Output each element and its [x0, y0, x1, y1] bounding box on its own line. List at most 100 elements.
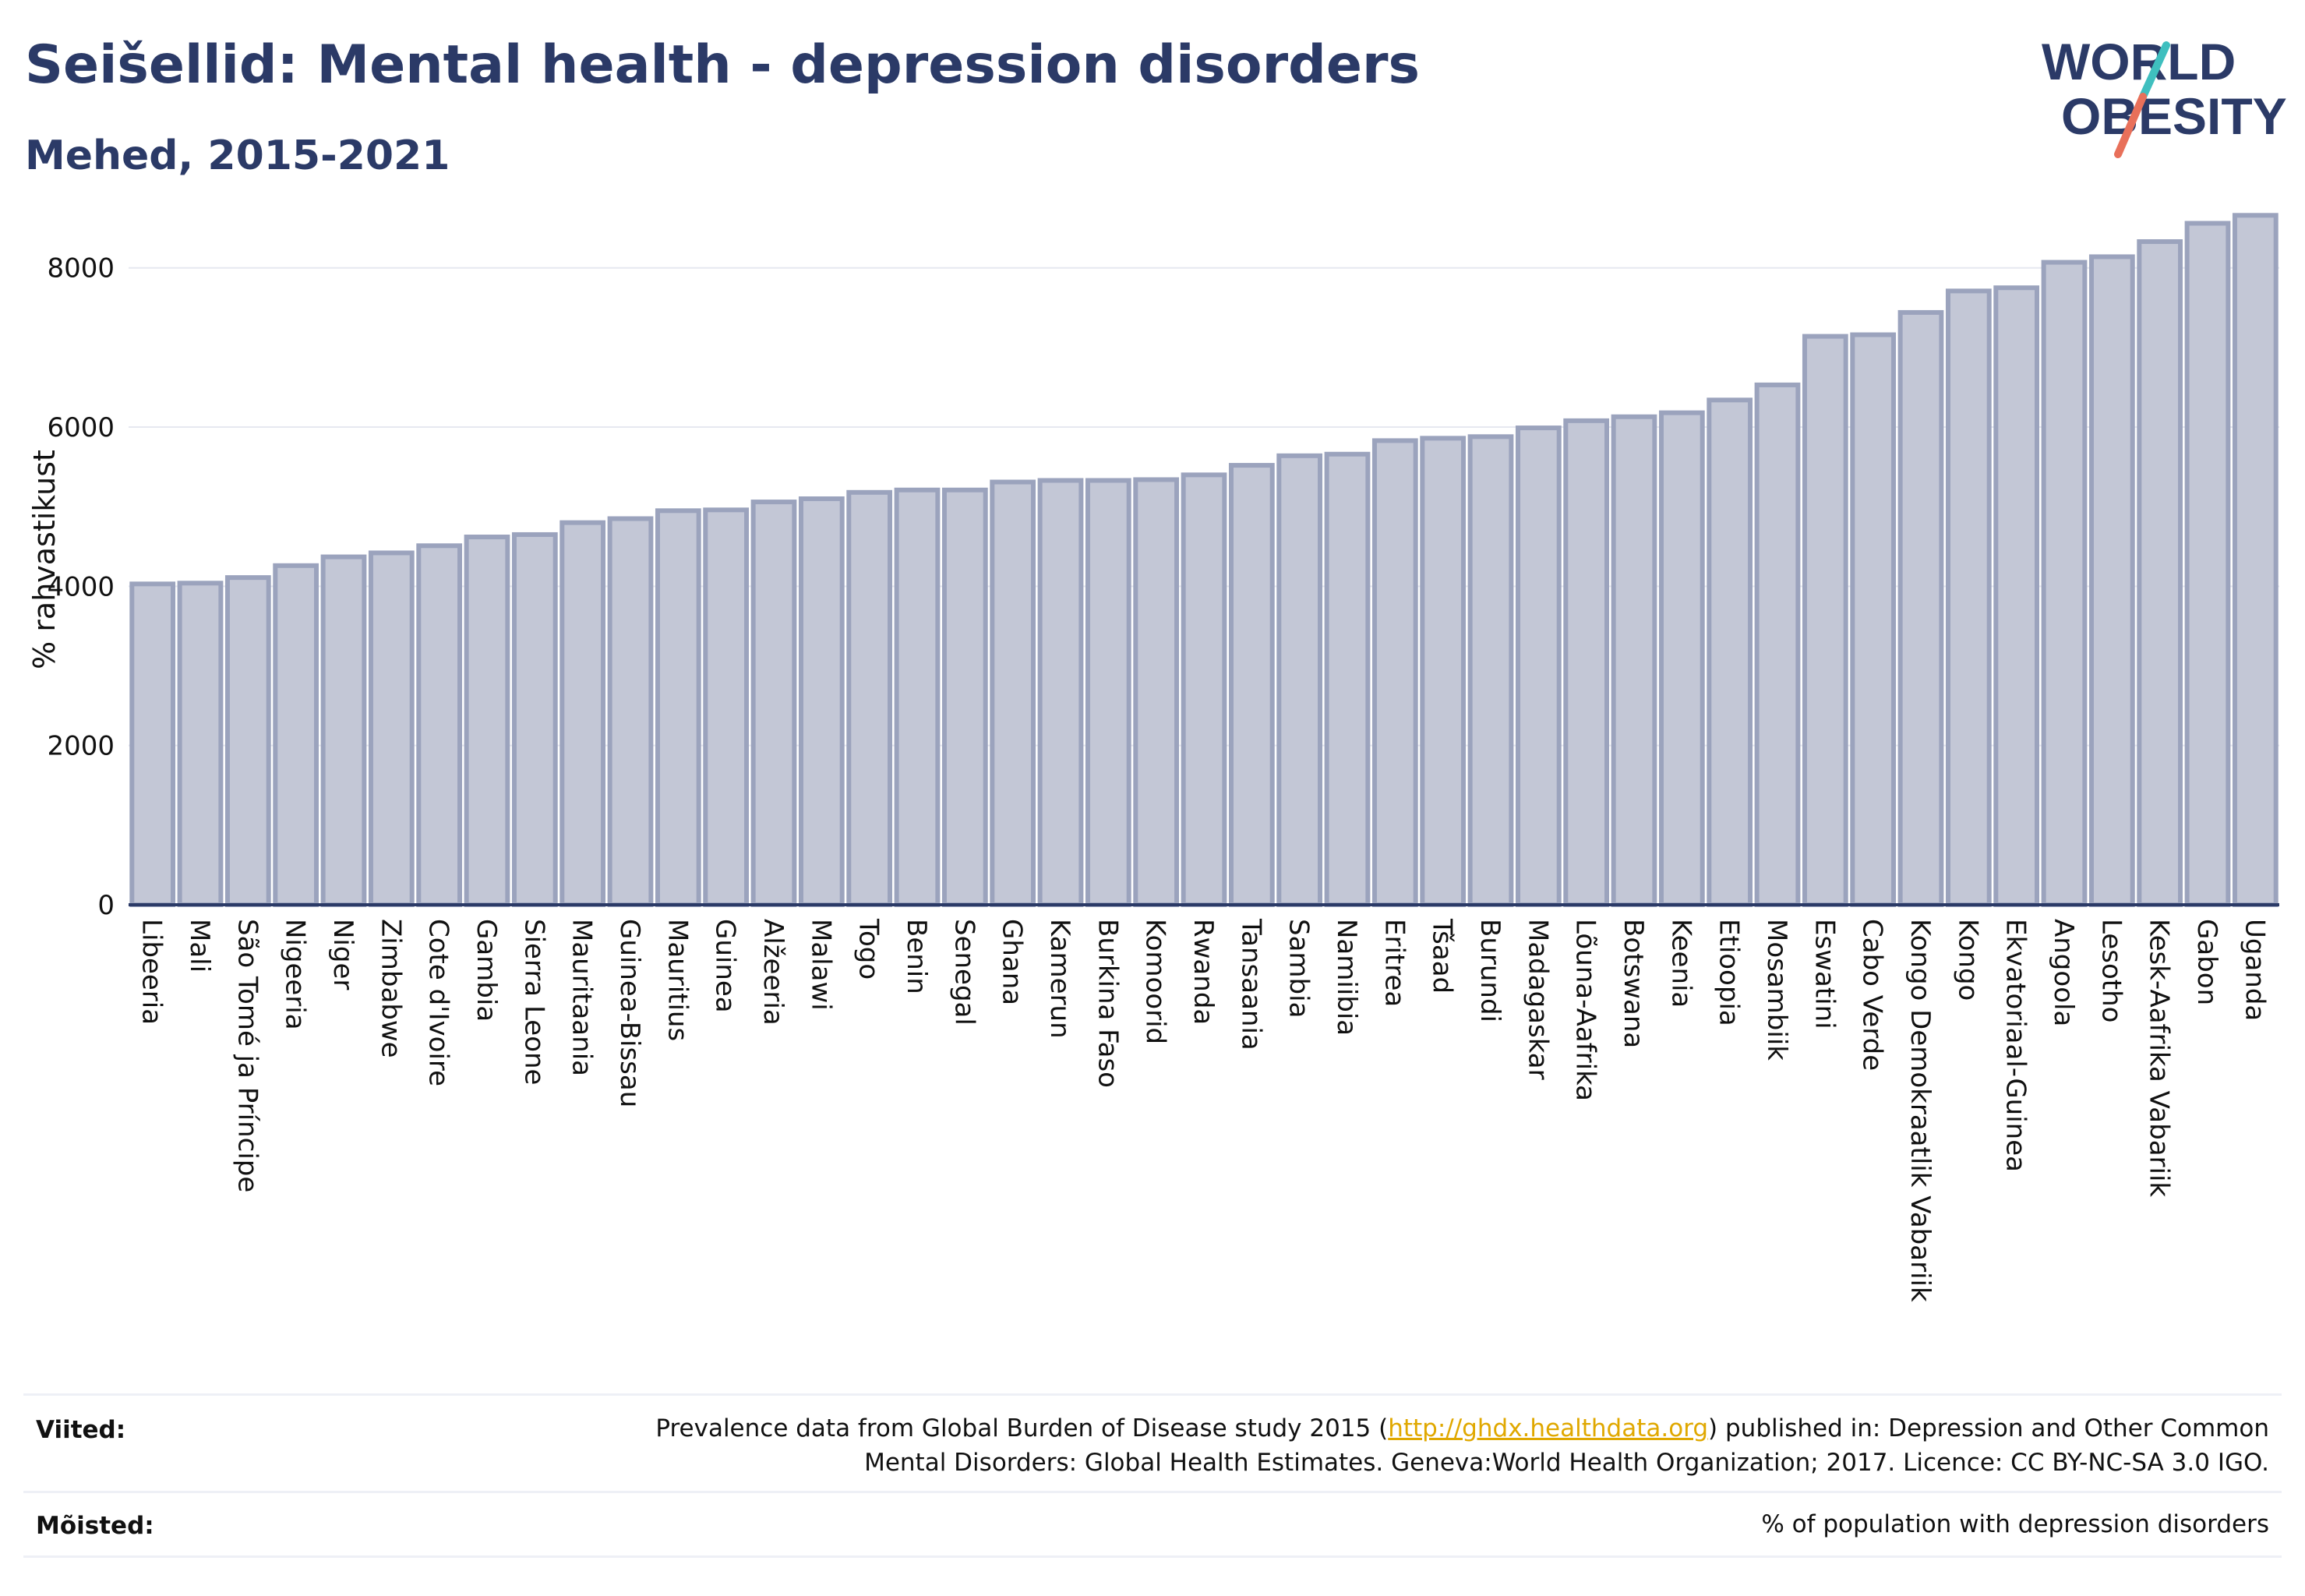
- bar: [464, 535, 510, 908]
- bar: [1563, 418, 1610, 907]
- y-tick-label: 4000: [47, 571, 115, 602]
- x-tick-label: Niger: [327, 919, 358, 990]
- bar: [750, 500, 797, 907]
- x-tick-label: Benin: [901, 919, 932, 994]
- definitions-row: Mõisted: % of population with depression…: [23, 1491, 2282, 1555]
- bar: [2184, 221, 2231, 907]
- bar: [1611, 414, 1657, 907]
- y-tick-label: 6000: [47, 412, 115, 443]
- x-tick-label: Tšaad: [1427, 918, 1458, 994]
- x-tick-label: Mosambiik: [1761, 919, 1792, 1061]
- bar: [1228, 463, 1275, 907]
- x-tick-label: Angoola: [2048, 919, 2079, 1026]
- sources-text-post: ) published in: Depression and Other Com…: [1708, 1414, 2269, 1442]
- x-tick-label: Kongo Demokraatlik Vabariik: [1904, 919, 1936, 1302]
- bar: [511, 531, 558, 907]
- x-tick-label: Mauritaania: [567, 919, 598, 1076]
- x-tick-label: Kesk-Aafrika Vabariik: [2144, 919, 2175, 1197]
- x-tick-label: Cote d'Ivoire: [423, 919, 454, 1086]
- footer: Viited: Prevalence data from Global Burd…: [23, 1393, 2282, 1558]
- bar: [320, 554, 367, 907]
- bar: [990, 479, 1036, 907]
- bar: [2232, 213, 2279, 908]
- bar: [941, 487, 988, 907]
- definitions-label: Mõisted:: [36, 1512, 154, 1540]
- bar: [1515, 425, 1562, 907]
- sources-link[interactable]: http://ghdx.healthdata.org: [1388, 1414, 1709, 1442]
- bar: [1802, 334, 1848, 907]
- x-tick-label: Nigeeria: [280, 919, 311, 1030]
- x-tick-label: Senegal: [948, 919, 980, 1026]
- bar: [2041, 260, 2088, 908]
- x-tick-label: Alžeeria: [757, 919, 789, 1026]
- x-tick-label: Kamerun: [1044, 919, 1075, 1039]
- x-tick-label: Botswana: [1618, 919, 1649, 1048]
- bar: [894, 487, 941, 907]
- x-tick-label: Burkina Faso: [1092, 919, 1123, 1088]
- x-tick-label: Guinea: [710, 919, 741, 1013]
- bar: [1754, 382, 1801, 907]
- x-tick-label: Mauritius: [662, 919, 693, 1041]
- bar-chart: 0 2000 4000 6000 8000 Libeeria Mali São Tomé ja…: [27, 213, 2279, 1302]
- bar: [2137, 239, 2183, 907]
- bar: [2088, 254, 2135, 907]
- bar: [1037, 478, 1084, 907]
- x-tick-label: Madagaskar: [1522, 919, 1553, 1080]
- x-tick-label: Libeeria: [136, 919, 168, 1025]
- logo-word-2: OBESITY: [2061, 87, 2287, 145]
- x-tick-label: Gabon: [2191, 919, 2222, 1005]
- bar: [1707, 397, 1753, 907]
- bar: [368, 550, 415, 908]
- x-tick-label: Komoorid: [1140, 919, 1171, 1044]
- x-tick-label: Zimbabwe: [375, 919, 406, 1058]
- bar: [1993, 285, 2040, 908]
- x-tick-label: Uganda: [2239, 919, 2270, 1021]
- sources-row: Viited: Prevalence data from Global Burd…: [23, 1393, 2282, 1491]
- y-tick-label: 2000: [47, 731, 115, 762]
- x-tick-label: Namiibia: [1331, 919, 1362, 1036]
- bar: [273, 563, 319, 907]
- y-tick-label: 0: [97, 890, 115, 921]
- bar: [1133, 477, 1180, 907]
- x-tick-label: Lõuna-Aafrika: [1570, 919, 1601, 1101]
- sources-text-line2: Mental Disorders: Global Health Estimate…: [864, 1449, 2269, 1477]
- x-tick-label: Rwanda: [1188, 919, 1219, 1025]
- y-tick-label: 8000: [47, 253, 115, 284]
- x-tick-label: Malawi: [805, 919, 836, 1011]
- x-tick-label: Etioopia: [1714, 919, 1745, 1026]
- world-obesity-logo: WORLD OBESITY: [2042, 33, 2287, 158]
- bar: [846, 489, 893, 907]
- logo-slash-teal: [2139, 41, 2170, 101]
- logo-word-1: WORLD: [2042, 33, 2236, 90]
- bar: [1276, 453, 1323, 907]
- x-tick-label: Togo: [853, 918, 884, 980]
- x-tick-label: Ghana: [997, 919, 1028, 1005]
- x-tick-label: Lesotho: [2095, 919, 2127, 1022]
- bar: [559, 520, 606, 907]
- x-tick-label: Kongo: [1952, 919, 1983, 1001]
- bar: [1945, 288, 1992, 908]
- x-tick-label: Sambia: [1283, 919, 1315, 1018]
- x-tick-label: Eritrea: [1378, 919, 1410, 1007]
- bar: [1085, 478, 1131, 907]
- sources-text: Prevalence data from Global Burden of Di…: [655, 1411, 2269, 1480]
- x-tick-label: Ekvatoriaal-Guinea: [2000, 919, 2031, 1172]
- x-tick-label: Sierra Leone: [518, 919, 549, 1085]
- logo-slash-red: [2114, 93, 2147, 158]
- x-tick-label: Tansaania: [1235, 918, 1266, 1050]
- x-tick-label: Cabo Verde: [1857, 919, 1888, 1071]
- bar: [1658, 410, 1705, 907]
- bar: [607, 516, 654, 907]
- definitions-text: % of population with depression disorder…: [1761, 1510, 2269, 1538]
- chart-title: Seišellid: Mental health - depression di…: [25, 34, 1420, 96]
- bar: [1467, 434, 1514, 907]
- bar: [798, 496, 845, 907]
- bar: [416, 543, 463, 907]
- bar: [1181, 472, 1227, 907]
- x-tick-label: Guinea-Bissau: [614, 919, 645, 1107]
- x-tick-label: Burundi: [1474, 919, 1505, 1022]
- bar: [129, 581, 176, 908]
- bar: [177, 581, 224, 907]
- footer-bottom-rule: [23, 1555, 2282, 1558]
- bar: [703, 507, 750, 907]
